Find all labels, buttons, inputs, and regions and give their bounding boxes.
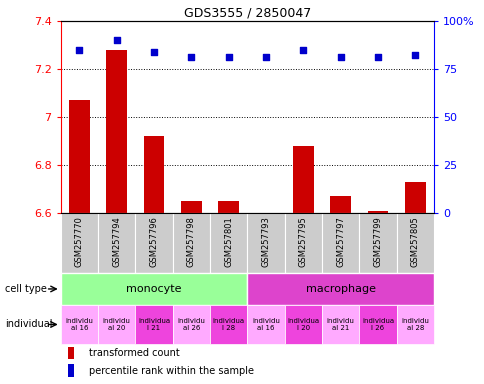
FancyBboxPatch shape <box>135 213 172 273</box>
FancyBboxPatch shape <box>60 305 98 344</box>
FancyBboxPatch shape <box>210 305 247 344</box>
Text: individu
al 21: individu al 21 <box>326 318 354 331</box>
Bar <box>292 146 313 213</box>
Bar <box>330 196 350 213</box>
Text: monocyte: monocyte <box>126 284 182 294</box>
FancyBboxPatch shape <box>60 213 98 273</box>
Point <box>336 54 344 60</box>
Bar <box>106 50 127 213</box>
Text: GSM257797: GSM257797 <box>335 216 345 267</box>
Text: GSM257798: GSM257798 <box>186 216 196 267</box>
Text: GSM257799: GSM257799 <box>373 216 382 267</box>
Text: GSM257801: GSM257801 <box>224 216 233 267</box>
Text: GSM257796: GSM257796 <box>149 216 158 267</box>
FancyBboxPatch shape <box>60 273 247 305</box>
Text: individu
al 20: individu al 20 <box>103 318 130 331</box>
Text: GSM257805: GSM257805 <box>410 216 419 267</box>
Text: percentile rank within the sample: percentile rank within the sample <box>89 366 253 376</box>
Text: individu
al 26: individu al 26 <box>177 318 205 331</box>
FancyBboxPatch shape <box>98 213 135 273</box>
Bar <box>143 136 164 213</box>
FancyBboxPatch shape <box>284 213 321 273</box>
Text: GSM257770: GSM257770 <box>75 216 84 267</box>
Text: individua
l 21: individua l 21 <box>137 318 170 331</box>
Text: macrophage: macrophage <box>305 284 375 294</box>
FancyBboxPatch shape <box>135 305 172 344</box>
Text: GSM257794: GSM257794 <box>112 216 121 267</box>
FancyBboxPatch shape <box>210 213 247 273</box>
Point <box>299 47 307 53</box>
Text: individua
l 26: individua l 26 <box>361 318 393 331</box>
Point <box>75 47 83 53</box>
Point <box>261 54 269 60</box>
FancyBboxPatch shape <box>247 305 284 344</box>
Text: GSM257793: GSM257793 <box>261 216 270 267</box>
Text: transformed count: transformed count <box>89 348 179 358</box>
Bar <box>404 182 425 213</box>
Text: individual: individual <box>5 319 52 329</box>
Point <box>150 49 157 55</box>
FancyBboxPatch shape <box>396 305 433 344</box>
Point <box>112 37 120 43</box>
Bar <box>68 347 74 359</box>
FancyBboxPatch shape <box>396 213 433 273</box>
Text: GSM257795: GSM257795 <box>298 216 307 267</box>
FancyBboxPatch shape <box>321 213 359 273</box>
FancyBboxPatch shape <box>98 305 135 344</box>
Point <box>410 52 418 58</box>
FancyBboxPatch shape <box>172 305 210 344</box>
Bar <box>218 201 239 213</box>
Point <box>224 54 232 60</box>
Bar <box>181 201 201 213</box>
Bar <box>367 211 388 213</box>
Text: individua
l 28: individua l 28 <box>212 318 244 331</box>
Text: individu
al 16: individu al 16 <box>252 318 279 331</box>
Text: individua
l 20: individua l 20 <box>287 318 319 331</box>
FancyBboxPatch shape <box>247 213 284 273</box>
FancyBboxPatch shape <box>172 213 210 273</box>
Text: cell type: cell type <box>5 284 46 294</box>
FancyBboxPatch shape <box>321 305 359 344</box>
Bar <box>68 364 74 377</box>
Point <box>373 54 381 60</box>
Text: individu
al 16: individu al 16 <box>65 318 93 331</box>
FancyBboxPatch shape <box>359 305 396 344</box>
Point <box>187 54 195 60</box>
FancyBboxPatch shape <box>359 213 396 273</box>
Text: individu
al 28: individu al 28 <box>401 318 428 331</box>
FancyBboxPatch shape <box>284 305 321 344</box>
Title: GDS3555 / 2850047: GDS3555 / 2850047 <box>183 7 310 20</box>
FancyBboxPatch shape <box>247 273 433 305</box>
Bar <box>69 100 90 213</box>
